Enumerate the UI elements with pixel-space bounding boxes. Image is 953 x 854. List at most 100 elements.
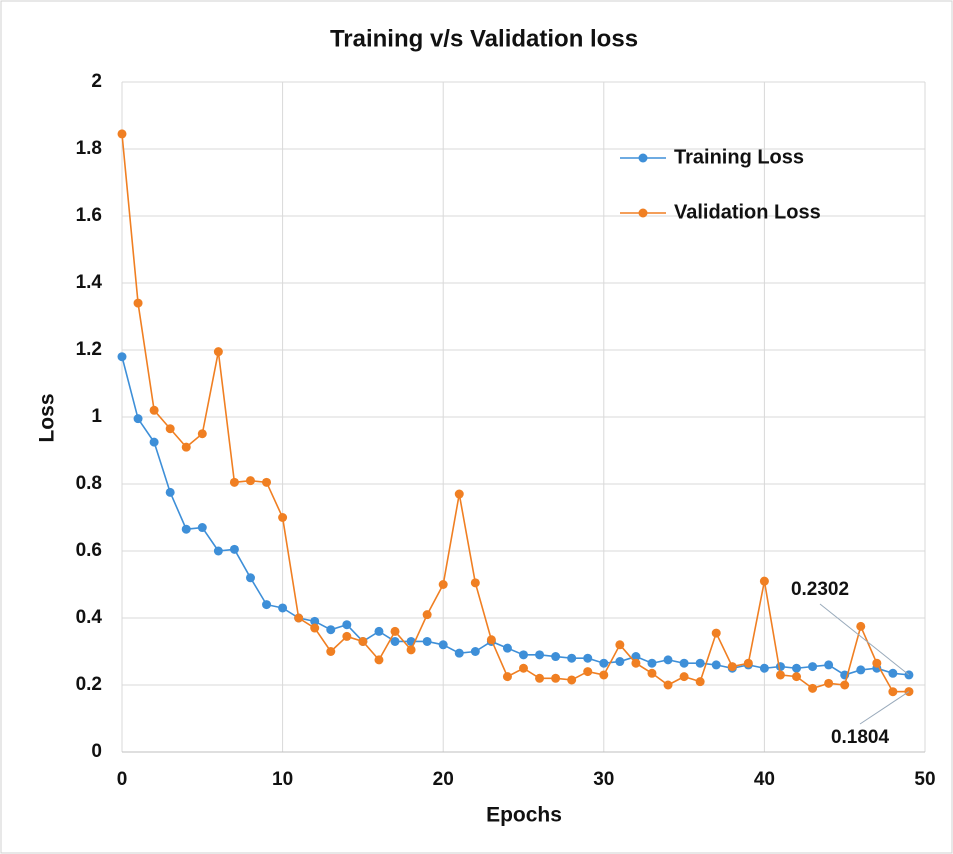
data-point [197,429,207,439]
data-point [535,650,545,660]
data-point [213,347,223,357]
data-point [615,657,625,667]
data-point [149,405,159,415]
x-tick-label: 50 [914,769,935,790]
data-point [711,628,721,638]
data-point [262,600,272,610]
data-point [342,620,352,630]
data-point [679,658,689,668]
data-point [647,658,657,668]
data-point [422,636,432,646]
y-tick-label: 0.4 [76,607,103,628]
data-point [792,663,802,673]
data-point [615,640,625,650]
data-point [759,576,769,586]
data-point [856,621,866,631]
data-point [519,650,528,660]
data-point [294,613,304,623]
y-tick-label: 1.6 [76,205,102,226]
data-point [406,645,416,655]
data-point [229,477,239,487]
data-point [438,580,448,589]
data-point [808,662,818,672]
data-point [567,653,577,663]
data-point [278,603,288,613]
data-point [502,643,512,653]
data-point [358,636,368,646]
x-tick-label: 30 [593,769,614,790]
data-point [245,573,255,583]
data-point [840,680,850,690]
data-point [663,655,673,665]
y-tick-label: 0.2 [76,674,102,695]
data-point [872,658,882,668]
data-point [679,672,689,682]
data-point [599,670,609,680]
data-point [888,687,898,697]
data-point [326,625,336,635]
data-point [165,487,175,497]
y-tick-label: 1.4 [76,272,103,293]
data-point [213,546,223,556]
data-point [390,626,400,636]
annotation-leader [819,603,910,676]
data-point [824,678,834,688]
data-point [743,658,753,668]
data-point [229,544,239,554]
data-point [117,352,127,362]
data-point [711,660,721,670]
data-point [454,489,464,499]
data-point [808,683,818,693]
data-point [133,298,143,308]
y-tick-label: 1.8 [76,138,102,159]
annotation: 0.2302 [791,579,849,600]
data-point [278,513,288,522]
data-point [631,652,641,662]
data-point [519,663,528,673]
data-point [197,523,207,533]
data-point [775,670,785,680]
data-point [117,129,127,139]
annotation-leader [859,691,910,725]
y-tick-label: 1 [91,406,102,427]
data-point [181,442,191,452]
data-point [342,631,352,641]
data-point [888,668,898,678]
data-point [454,648,464,658]
data-point [181,524,191,534]
x-tick-label: 20 [433,769,454,790]
data-point [583,667,593,677]
data-point [390,636,400,646]
data-point [310,616,320,626]
data-point [599,658,609,668]
x-tick-label: 40 [754,769,775,790]
annotation: 0.1804 [831,727,890,748]
data-point [422,610,432,620]
data-point [775,662,785,672]
data-point [663,680,673,690]
y-tick-label: 2 [91,71,102,92]
chart-title: Training v/s Validation loss [330,25,638,52]
data-point [149,437,159,447]
data-point [133,414,143,424]
data-point [535,673,545,683]
data-point [567,675,577,685]
x-tick-label: 10 [272,769,293,790]
x-tick-label: 0 [117,769,128,790]
y-axis-title: Loss [36,393,59,442]
data-point [502,672,512,682]
data-point [374,655,384,665]
data-point [695,677,705,687]
data-point [824,660,834,670]
legend-marker [638,153,648,163]
x-axis-title: Epochs [486,804,562,827]
data-point [647,668,657,678]
data-point [695,658,705,668]
data-point [438,640,448,650]
data-point [326,647,336,656]
data-point [165,424,175,434]
data-point [792,672,802,682]
y-tick-label: 0.8 [76,473,102,494]
data-point [631,658,641,668]
